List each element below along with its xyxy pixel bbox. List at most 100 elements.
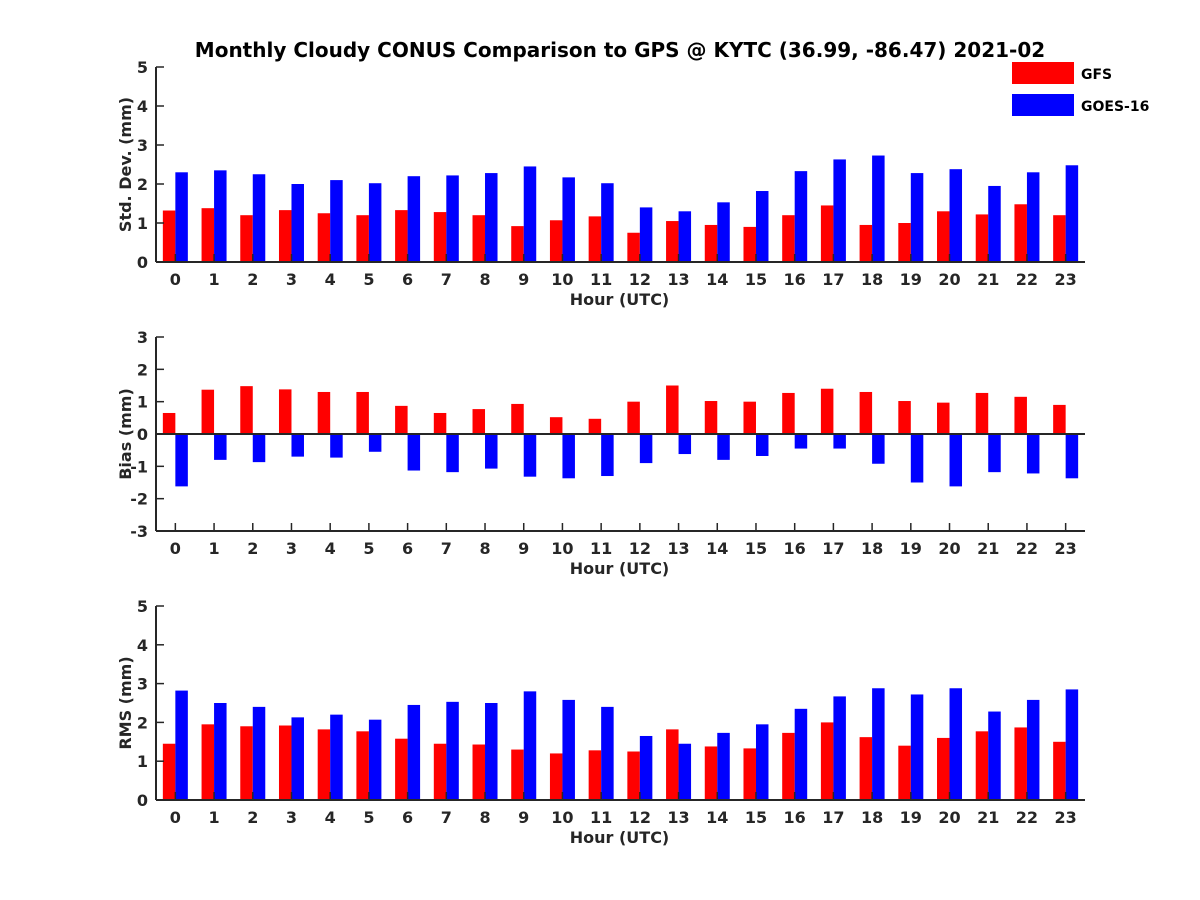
std-dev-bar-goes16-16 — [794, 171, 808, 262]
bias-bar-goes16-9 — [523, 434, 537, 477]
rms-bar-gfs-14 — [704, 746, 718, 800]
std-dev-x-tick-label: 23 — [1055, 270, 1077, 289]
std-dev-bar-gfs-22 — [1014, 204, 1027, 262]
std-dev-bar-gfs-2 — [240, 215, 253, 262]
bias-x-tick-label: 8 — [479, 539, 490, 558]
rms-bar-goes16-9 — [523, 691, 537, 800]
std-dev-x-tick-label: 4 — [325, 270, 336, 289]
bias-x-tick-label: 11 — [590, 539, 612, 558]
bias-x-tick-label: 16 — [784, 539, 806, 558]
std-dev-x-tick-label: 11 — [590, 270, 612, 289]
std-dev-x-tick-label: 16 — [784, 270, 806, 289]
rms-bar-goes16-6 — [407, 704, 421, 800]
bias-y-tick-label: 2 — [137, 360, 148, 379]
std-dev-bar-goes16-23 — [1065, 165, 1079, 262]
rms-bar-goes16-1 — [214, 703, 227, 800]
bias-x-tick-label: 22 — [1016, 539, 1038, 558]
bias-x-tick-label: 9 — [518, 539, 529, 558]
std-dev-bar-goes16-11 — [601, 183, 614, 262]
std-dev-bar-goes16-20 — [949, 169, 963, 262]
rms-x-tick-label: 15 — [745, 808, 767, 827]
bias-bar-gfs-17 — [820, 388, 834, 434]
rms-x-tick-label: 6 — [402, 808, 413, 827]
std-dev-x-tick-label: 2 — [247, 270, 258, 289]
bias-bar-gfs-19 — [898, 401, 911, 434]
rms-x-tick-label: 21 — [977, 808, 999, 827]
bias-bar-goes16-7 — [446, 434, 459, 473]
bias-x-tick-label: 17 — [822, 539, 844, 558]
rms-bar-goes16-20 — [949, 688, 963, 800]
rms-bar-goes16-14 — [717, 732, 730, 800]
std-dev-bar-gfs-13 — [666, 221, 679, 262]
bias-bar-gfs-10 — [549, 417, 563, 434]
std-dev-bar-gfs-15 — [743, 226, 756, 262]
std-dev-x-tick-label: 17 — [822, 270, 844, 289]
std-dev-x-tick-label: 10 — [551, 270, 573, 289]
rms-x-tick-label: 20 — [938, 808, 960, 827]
std-dev-x-tick-label: 8 — [479, 270, 490, 289]
bias-bar-gfs-12 — [627, 401, 640, 434]
std-dev-bar-gfs-3 — [278, 210, 292, 262]
std-dev-x-tick-label: 15 — [745, 270, 767, 289]
std-dev-bar-goes16-10 — [562, 177, 575, 262]
std-dev-bar-gfs-6 — [395, 210, 408, 262]
std-dev-x-tick-label: 12 — [629, 270, 651, 289]
rms-bar-goes16-13 — [678, 743, 692, 800]
bias-bar-gfs-9 — [511, 403, 524, 434]
rms-y-tick-label: 1 — [137, 752, 148, 771]
bias-bar-gfs-13 — [666, 385, 679, 434]
std-dev-bar-gfs-9 — [511, 226, 524, 262]
std-dev-bar-gfs-14 — [704, 224, 718, 262]
bias-bar-goes16-15 — [755, 434, 769, 456]
std-dev-bar-goes16-21 — [988, 185, 1001, 262]
bias-bar-goes16-16 — [794, 434, 808, 449]
bias-y-tick-label: 0 — [137, 425, 148, 444]
std-dev-bar-goes16-8 — [485, 173, 498, 262]
rms-bar-gfs-6 — [395, 738, 408, 800]
std-dev-y-tick-label: 3 — [137, 136, 148, 155]
rms-bar-gfs-1 — [201, 724, 215, 800]
std-dev-bar-goes16-6 — [407, 176, 421, 262]
rms-x-tick-label: 18 — [861, 808, 883, 827]
rms-bar-gfs-17 — [820, 722, 834, 800]
rms-bar-gfs-9 — [511, 749, 524, 800]
std-dev-bar-gfs-20 — [937, 211, 950, 262]
bias-y-tick-label: 1 — [137, 393, 148, 412]
std-dev-x-tick-label: 13 — [667, 270, 689, 289]
std-dev-y-axis-title: Std. Dev. (mm) — [116, 97, 135, 232]
rms-x-tick-label: 14 — [706, 808, 728, 827]
rms-bar-gfs-0 — [162, 743, 176, 800]
std-dev-bar-gfs-18 — [859, 224, 873, 262]
rms-x-axis-title: Hour (UTC) — [570, 828, 670, 847]
rms-y-axis-title: RMS (mm) — [116, 656, 135, 749]
rms-x-tick-label: 16 — [784, 808, 806, 827]
rms-bar-goes16-16 — [794, 708, 808, 800]
std-dev-bar-gfs-8 — [472, 215, 486, 262]
bias-bar-gfs-3 — [278, 389, 292, 434]
legend: GFS GOES-16 — [1012, 62, 1149, 116]
bias-x-tick-label: 3 — [286, 539, 297, 558]
bias-bar-gfs-7 — [433, 412, 447, 434]
legend-label-goes16: GOES-16 — [1081, 99, 1149, 115]
legend-swatch-goes16 — [1012, 94, 1074, 116]
rms-bar-goes16-4 — [330, 714, 343, 800]
std-dev-bar-goes16-9 — [523, 166, 537, 262]
bias-bar-gfs-0 — [162, 412, 176, 434]
rms-bar-goes16-10 — [562, 699, 575, 800]
rms-bar-goes16-23 — [1065, 689, 1079, 800]
bias-y-tick-label: -2 — [130, 490, 148, 509]
bias-bar-gfs-23 — [1053, 404, 1066, 434]
std-dev-x-tick-label: 5 — [363, 270, 374, 289]
std-dev-y-tick-label: 0 — [137, 253, 148, 272]
bias-y-tick-label: 3 — [137, 328, 148, 347]
bias-bar-gfs-5 — [356, 391, 369, 434]
std-dev-bar-gfs-10 — [549, 220, 563, 262]
bias-x-axis-title: Hour (UTC) — [570, 559, 670, 578]
std-dev-x-axis-title: Hour (UTC) — [570, 290, 670, 309]
rms-bar-goes16-21 — [988, 711, 1001, 800]
bias-bar-gfs-20 — [937, 402, 950, 434]
rms-bar-goes16-15 — [755, 724, 769, 800]
rms-bar-goes16-19 — [910, 694, 924, 800]
